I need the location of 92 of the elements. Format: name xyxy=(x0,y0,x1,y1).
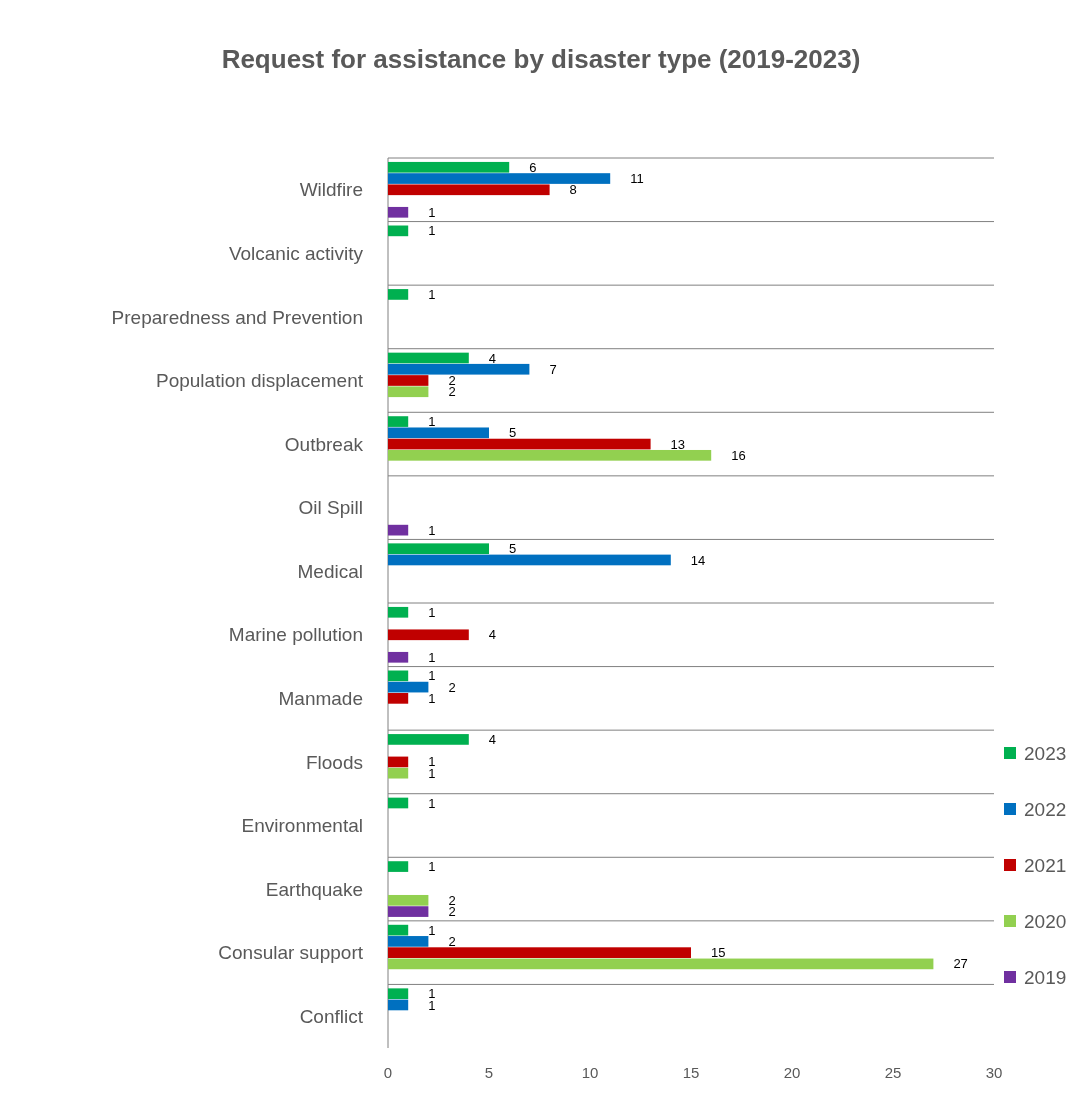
y-tick-label: Outbreak xyxy=(284,433,364,455)
chart-title: Request for assistance by disaster type (2019-2023) xyxy=(221,44,861,74)
bar xyxy=(388,352,469,364)
y-tick-label: Consular support xyxy=(218,942,364,964)
bar xyxy=(388,734,469,745)
data-label: 6 xyxy=(529,159,537,175)
data-label: 4 xyxy=(488,350,497,366)
data-label: 1 xyxy=(428,604,436,620)
data-label: 4 xyxy=(488,731,497,747)
data-label: 1 xyxy=(428,522,436,538)
bar xyxy=(388,606,409,618)
data-label: 5 xyxy=(509,541,517,557)
bar xyxy=(388,206,409,218)
x-tick-label: 10 xyxy=(581,1064,599,1081)
y-tick-label: Oil Spill xyxy=(298,497,363,519)
y-tick-label: Wildfire xyxy=(299,179,363,201)
data-label: 1 xyxy=(428,795,436,811)
legend-label: 2019 xyxy=(1024,966,1067,988)
bar xyxy=(388,416,409,427)
data-label: 8 xyxy=(569,182,577,198)
legend-label: 2022 xyxy=(1024,798,1067,820)
bar xyxy=(388,184,550,196)
bar xyxy=(388,988,409,1000)
x-tick-label: 15 xyxy=(682,1064,700,1081)
data-label: 13 xyxy=(670,436,686,452)
bar xyxy=(388,906,429,917)
data-label: 2 xyxy=(448,679,456,695)
y-tick-label: Floods xyxy=(305,751,363,773)
legend-label: 2023 xyxy=(1024,742,1067,764)
y-tick-label: Marine pollution xyxy=(228,624,363,646)
bar xyxy=(388,449,712,461)
legend-label: 2020 xyxy=(1024,910,1067,932)
y-tick-label: Environmental xyxy=(241,815,363,837)
bar xyxy=(388,681,429,693)
bar xyxy=(388,363,530,375)
bar xyxy=(388,524,409,536)
y-tick-label: Population displacement xyxy=(155,370,364,392)
data-label: 1 xyxy=(428,859,436,875)
bar xyxy=(388,375,429,386)
data-label: 1 xyxy=(428,922,436,938)
data-label: 4 xyxy=(488,627,497,643)
data-label: 2 xyxy=(448,933,456,949)
bar xyxy=(388,161,510,173)
bar xyxy=(388,947,691,958)
bar xyxy=(388,958,934,970)
bar xyxy=(388,651,409,663)
data-label: 7 xyxy=(549,361,557,377)
bar xyxy=(388,225,409,237)
data-label: 15 xyxy=(711,945,726,961)
x-tick-label: 5 xyxy=(484,1064,494,1081)
bar xyxy=(388,756,409,768)
x-tick-label: 20 xyxy=(783,1064,801,1081)
bar xyxy=(388,386,429,398)
bar xyxy=(388,173,611,184)
bar xyxy=(388,554,671,566)
data-label: 16 xyxy=(731,447,746,463)
y-tick-label: Volcanic activity xyxy=(228,243,364,265)
bar xyxy=(388,924,409,936)
x-tick-label: 0 xyxy=(383,1064,393,1081)
bar xyxy=(388,629,469,641)
data-label: 5 xyxy=(509,425,517,441)
data-label: 27 xyxy=(953,956,968,972)
x-tick-label: 25 xyxy=(884,1064,902,1081)
legend-label: 2021 xyxy=(1024,854,1067,876)
data-label: 1 xyxy=(428,690,436,706)
y-tick-label: Manmade xyxy=(278,688,363,710)
data-label: 1 xyxy=(428,649,436,665)
data-label: 14 xyxy=(690,552,706,568)
bar xyxy=(388,767,409,779)
bar xyxy=(388,861,409,872)
y-tick-label: Earthquake xyxy=(265,878,363,900)
data-label: 1 xyxy=(428,204,436,220)
bar xyxy=(388,693,409,704)
y-tick-label: Medical xyxy=(297,560,363,582)
bar xyxy=(388,797,409,809)
data-label: 2 xyxy=(448,384,456,400)
bar xyxy=(388,936,429,947)
bar xyxy=(388,894,429,906)
data-label: 1 xyxy=(428,414,436,430)
x-tick-label: 30 xyxy=(985,1064,1003,1081)
bar xyxy=(388,543,489,555)
data-label: 1 xyxy=(428,668,436,684)
y-tick-label: Preparedness and Prevention xyxy=(111,306,363,328)
bar xyxy=(388,427,489,439)
data-label: 11 xyxy=(630,171,644,187)
bar xyxy=(388,438,651,450)
bar xyxy=(388,670,409,682)
bar xyxy=(388,999,409,1011)
data-label: 1 xyxy=(428,286,436,302)
y-tick-label: Conflict xyxy=(299,1005,364,1027)
data-label: 1 xyxy=(428,223,436,239)
bar xyxy=(388,289,409,300)
